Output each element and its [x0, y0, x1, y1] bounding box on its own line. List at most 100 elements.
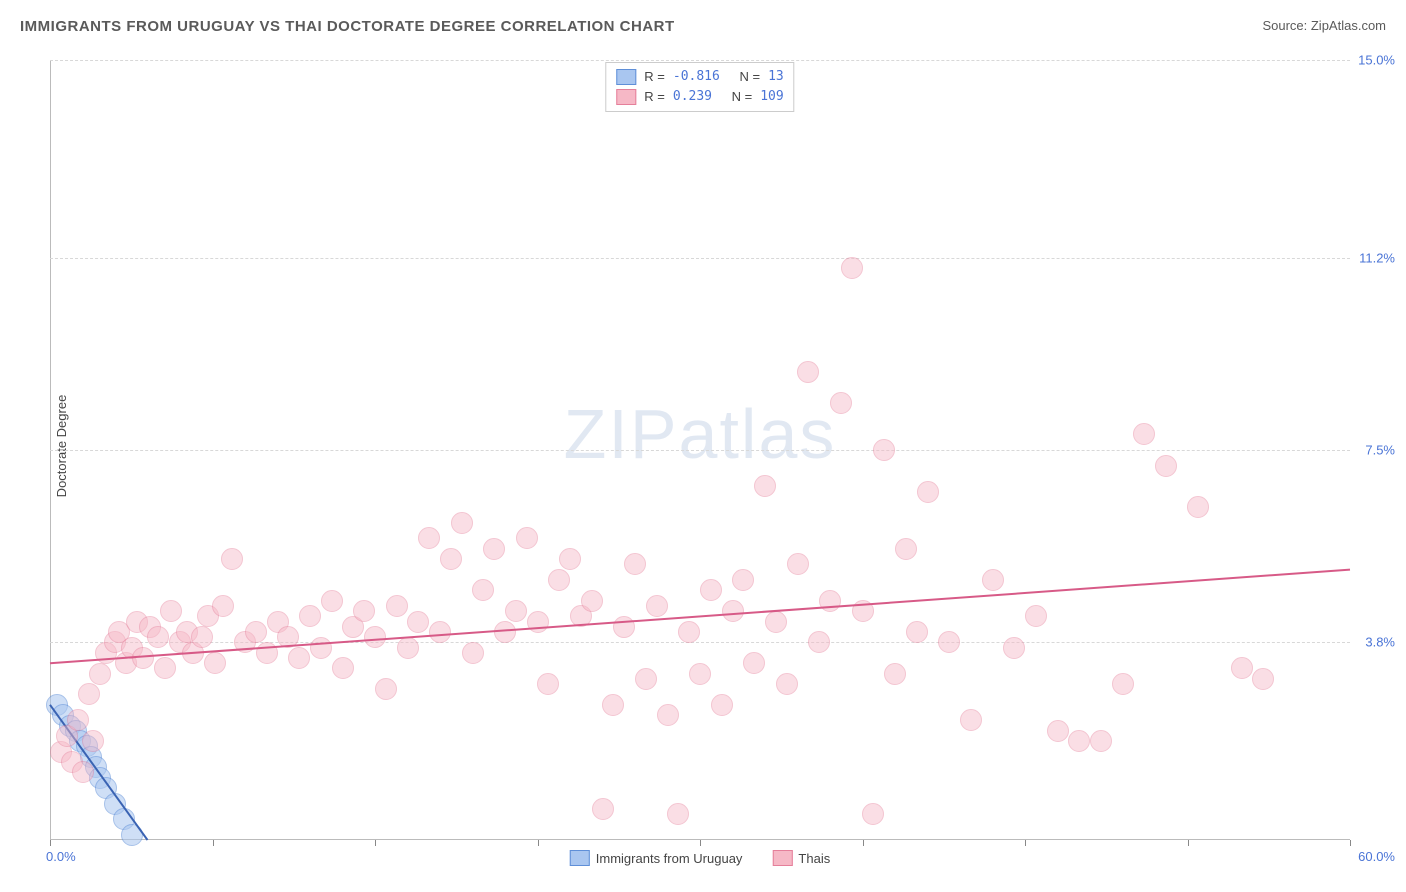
legend-swatch-thai: [616, 89, 636, 105]
series-legend: Immigrants from Uruguay Thais: [570, 850, 830, 866]
data-point-thai: [797, 361, 819, 383]
data-point-thai: [537, 673, 559, 695]
data-point-thai: [1187, 496, 1209, 518]
data-point-thai: [212, 595, 234, 617]
data-point-thai: [407, 611, 429, 633]
data-point-thai: [397, 637, 419, 659]
data-point-thai: [1068, 730, 1090, 752]
data-point-thai: [132, 647, 154, 669]
data-point-thai: [429, 621, 451, 643]
data-point-thai: [321, 590, 343, 612]
data-point-thai: [440, 548, 462, 570]
data-point-thai: [451, 512, 473, 534]
gridline: [50, 258, 1350, 259]
data-point-thai: [494, 621, 516, 643]
data-point-thai: [310, 637, 332, 659]
data-point-thai: [483, 538, 505, 560]
y-tick-label: 3.8%: [1365, 635, 1395, 650]
legend-label-uruguay: Immigrants from Uruguay: [596, 851, 743, 866]
data-point-thai: [982, 569, 1004, 591]
x-tick: [50, 840, 51, 846]
data-point-thai: [852, 600, 874, 622]
data-point-thai: [592, 798, 614, 820]
r-value-thai: 0.239: [673, 87, 712, 107]
x-tick-label-max: 60.0%: [1358, 849, 1395, 864]
data-point-thai: [678, 621, 700, 643]
y-tick-label: 11.2%: [1359, 250, 1395, 265]
legend-item-thai: Thais: [772, 850, 830, 866]
x-tick: [863, 840, 864, 846]
data-point-thai: [613, 616, 635, 638]
scatter-plot-area: ZIPatlas 0.0% 60.0% R = -0.816 N = 13 R …: [50, 60, 1350, 840]
data-point-thai: [808, 631, 830, 653]
data-point-thai: [711, 694, 733, 716]
data-point-thai: [1133, 423, 1155, 445]
legend-row-thai: R = 0.239 N = 109: [616, 87, 783, 107]
x-tick: [538, 840, 539, 846]
data-point-thai: [559, 548, 581, 570]
data-point-thai: [505, 600, 527, 622]
data-point-uruguay: [121, 824, 143, 846]
data-point-thai: [1112, 673, 1134, 695]
gridline: [50, 60, 1350, 61]
data-point-thai: [635, 668, 657, 690]
data-point-thai: [1003, 637, 1025, 659]
x-tick: [1025, 840, 1026, 846]
data-point-thai: [765, 611, 787, 633]
data-point-thai: [1231, 657, 1253, 679]
x-tick: [375, 840, 376, 846]
data-point-thai: [873, 439, 895, 461]
data-point-thai: [386, 595, 408, 617]
y-tick-label: 7.5%: [1365, 443, 1395, 458]
data-point-thai: [299, 605, 321, 627]
legend-label-thai: Thais: [798, 851, 830, 866]
r-value-uruguay: -0.816: [673, 67, 720, 87]
legend-swatch-uruguay: [616, 69, 636, 85]
data-point-thai: [527, 611, 549, 633]
data-point-thai: [1090, 730, 1112, 752]
data-point-thai: [204, 652, 226, 674]
data-point-thai: [277, 626, 299, 648]
watermark: ZIPatlas: [564, 394, 837, 474]
data-point-thai: [830, 392, 852, 414]
data-point-thai: [256, 642, 278, 664]
x-tick: [1350, 840, 1351, 846]
data-point-thai: [624, 553, 646, 575]
data-point-thai: [602, 694, 624, 716]
data-point-thai: [960, 709, 982, 731]
data-point-thai: [89, 663, 111, 685]
correlation-legend: R = -0.816 N = 13 R = 0.239 N = 109: [605, 62, 794, 112]
data-point-thai: [67, 709, 89, 731]
data-point-thai: [154, 657, 176, 679]
data-point-thai: [581, 590, 603, 612]
data-point-thai: [245, 621, 267, 643]
data-point-thai: [862, 803, 884, 825]
data-point-thai: [375, 678, 397, 700]
data-point-thai: [938, 631, 960, 653]
data-point-thai: [917, 481, 939, 503]
data-point-thai: [884, 663, 906, 685]
x-tick-label-min: 0.0%: [46, 849, 76, 864]
data-point-thai: [78, 683, 100, 705]
data-point-thai: [191, 626, 213, 648]
data-point-thai: [221, 548, 243, 570]
data-point-thai: [364, 626, 386, 648]
chart-title: IMMIGRANTS FROM URUGUAY VS THAI DOCTORAT…: [20, 18, 675, 35]
data-point-thai: [1047, 720, 1069, 742]
n-value-uruguay: 13: [768, 67, 784, 87]
data-point-thai: [787, 553, 809, 575]
data-point-thai: [418, 527, 440, 549]
data-point-thai: [462, 642, 484, 664]
n-value-thai: 109: [760, 87, 783, 107]
data-point-thai: [841, 257, 863, 279]
data-point-thai: [516, 527, 538, 549]
data-point-thai: [689, 663, 711, 685]
data-point-thai: [776, 673, 798, 695]
x-tick: [213, 840, 214, 846]
data-point-thai: [895, 538, 917, 560]
source-label: Source: ZipAtlas.com: [1262, 18, 1386, 33]
data-point-thai: [819, 590, 841, 612]
data-point-thai: [147, 626, 169, 648]
data-point-thai: [472, 579, 494, 601]
x-tick: [1188, 840, 1189, 846]
